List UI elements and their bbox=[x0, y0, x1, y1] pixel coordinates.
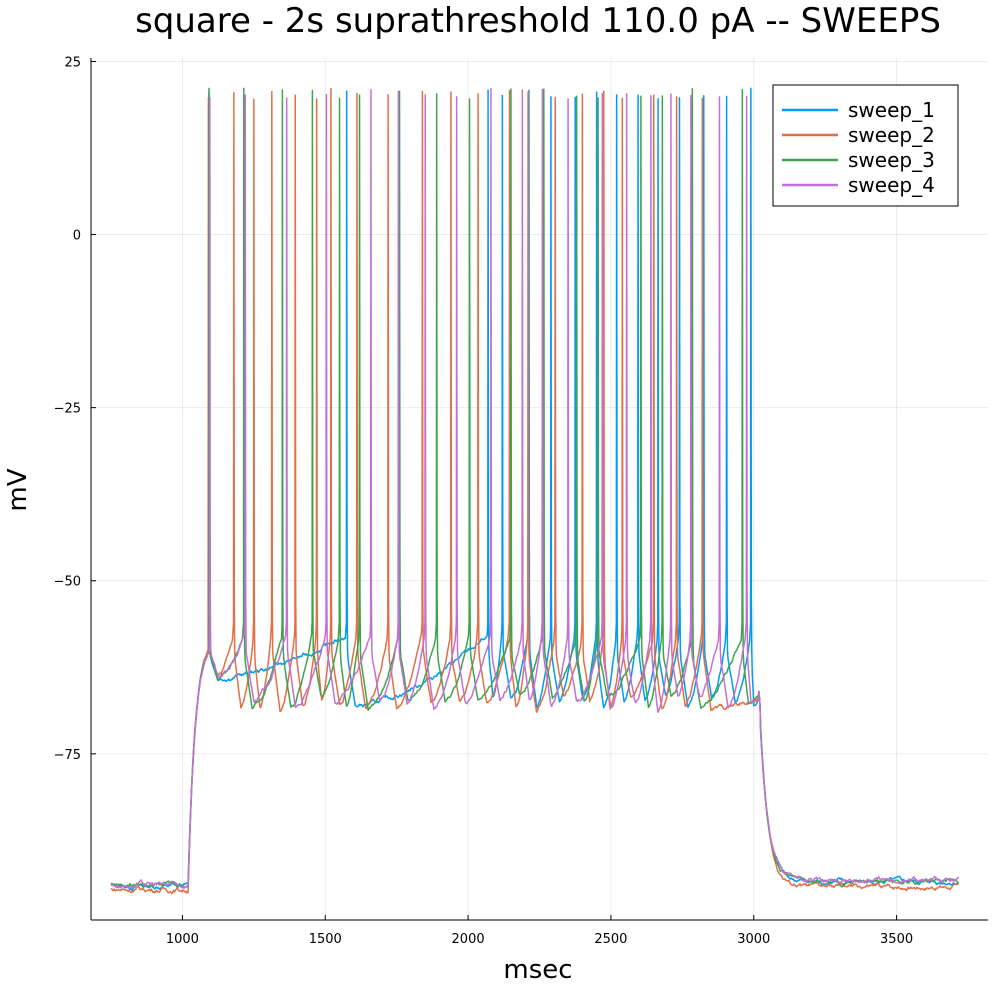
series-line-sweep-2 bbox=[110, 87, 960, 895]
grid bbox=[91, 58, 988, 920]
x-tick-label: 2500 bbox=[594, 932, 627, 947]
legend-label-sweep-1: sweep_1 bbox=[848, 98, 935, 122]
y-tick-label: −25 bbox=[54, 402, 81, 417]
series-lines bbox=[110, 87, 960, 895]
x-tick-label: 1500 bbox=[309, 932, 342, 947]
axes bbox=[90, 58, 988, 921]
x-axis-label: msec bbox=[503, 955, 572, 985]
x-tick-label: 2000 bbox=[452, 932, 485, 947]
x-tick-label: 1000 bbox=[166, 932, 199, 947]
y-tick-label: −75 bbox=[54, 748, 81, 763]
legend-label-sweep-3: sweep_3 bbox=[848, 148, 935, 172]
x-tick-label: 3500 bbox=[880, 932, 913, 947]
y-tick-label: 25 bbox=[64, 55, 81, 70]
legend-label-sweep-4: sweep_4 bbox=[848, 173, 935, 197]
y-tick-label: −50 bbox=[54, 575, 81, 590]
tick-labels: 1000 1500 2000 2500 3000 3500 25 0 −25 −50 −75 bbox=[54, 55, 914, 947]
legend-label-sweep-2: sweep_2 bbox=[848, 123, 935, 147]
chart-title: square - 2s suprathreshold 110.0 pA -- S… bbox=[135, 1, 941, 41]
y-tick-label: 0 bbox=[73, 229, 81, 244]
series-line-sweep-4 bbox=[110, 87, 960, 889]
x-tick-label: 3000 bbox=[737, 932, 770, 947]
y-axis-label: mV bbox=[3, 468, 33, 511]
